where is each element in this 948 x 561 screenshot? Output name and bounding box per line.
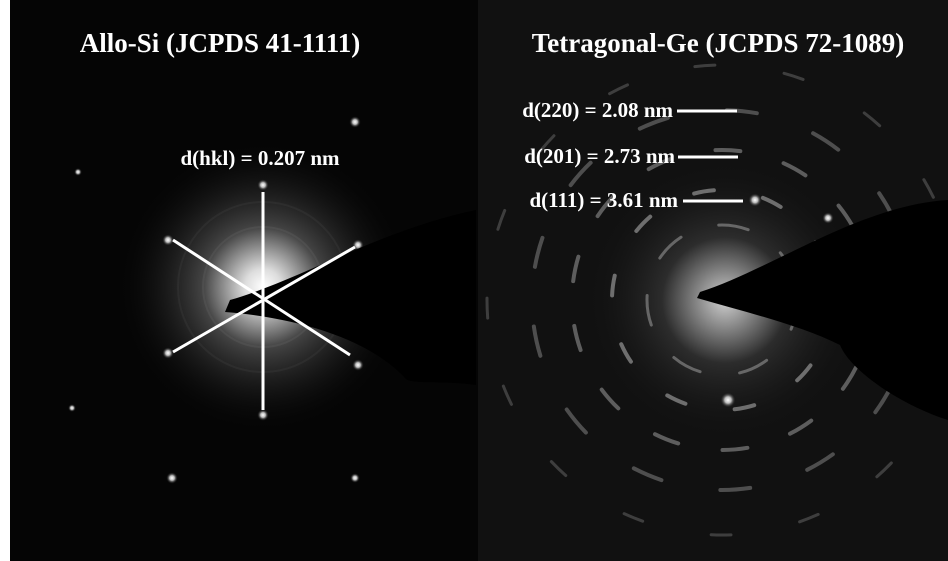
spot: [68, 404, 76, 412]
left-panel: Allo-Si (JCPDS 41-1111) d(hkl) = 0.207 n…: [10, 0, 478, 561]
spot: [162, 234, 174, 246]
panel-title: Allo-Si (JCPDS 41-1111): [80, 28, 361, 58]
annotation: d(hkl) = 0.207 nm: [181, 146, 341, 170]
spot: [748, 193, 762, 207]
annotation: d(201) = 2.73 nm: [524, 144, 675, 168]
annotation: d(220) = 2.08 nm: [522, 98, 673, 122]
annotation: d(111) = 3.61 nm: [530, 188, 679, 212]
diffraction-figure: Allo-Si (JCPDS 41-1111) d(hkl) = 0.207 n…: [0, 0, 948, 561]
spot: [349, 116, 361, 128]
spot: [822, 212, 834, 224]
spot: [74, 168, 82, 176]
spot: [720, 392, 736, 408]
spot: [257, 409, 269, 421]
panel-title: Tetragonal-Ge (JCPDS 72-1089): [532, 28, 904, 58]
spot: [352, 359, 364, 371]
right-panel: Tetragonal-Ge (JCPDS 72-1089) d(220) = 2…: [478, 0, 948, 561]
spot: [350, 473, 360, 483]
spot: [162, 347, 174, 359]
spot: [257, 179, 269, 191]
spot: [166, 472, 178, 484]
